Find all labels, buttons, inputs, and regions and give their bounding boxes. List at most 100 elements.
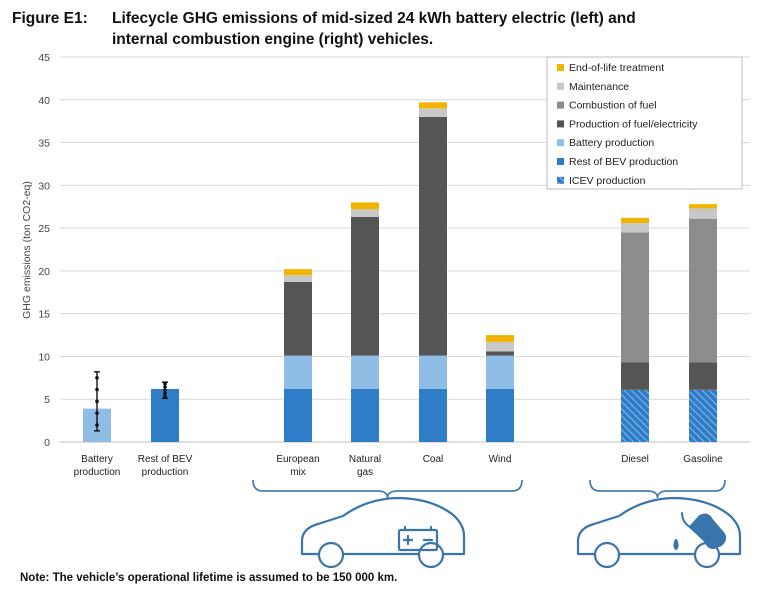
bar-segment-production_fuel bbox=[284, 282, 312, 356]
bar-segment-end_of_life bbox=[351, 202, 379, 210]
category-labels: Battery production Rest of BEV production Eu… bbox=[74, 454, 724, 478]
bar-segment-maintenance bbox=[689, 208, 717, 219]
bar-segment-battery bbox=[486, 355, 514, 389]
bar-segment-battery bbox=[284, 355, 312, 389]
category-label-line: European bbox=[276, 454, 319, 465]
legend-label: End-of-life treatment bbox=[569, 62, 664, 74]
legend-swatch-rest_bev bbox=[557, 158, 564, 165]
legend-label: Production of fuel/electricity bbox=[569, 118, 698, 130]
legend-swatch-battery bbox=[557, 139, 564, 147]
category-label: Natural gas bbox=[349, 454, 381, 478]
group-brace bbox=[252, 479, 523, 499]
category-label: Wind bbox=[489, 454, 512, 465]
y-tick-label: 30 bbox=[38, 180, 50, 192]
bar-segment-rest_bev bbox=[284, 388, 312, 442]
bar-segment-combustion bbox=[689, 218, 717, 363]
title-line-2: internal combustion engine (right) vehic… bbox=[112, 31, 434, 48]
bar-segment-rest_bev bbox=[419, 388, 447, 442]
y-tick-label: 15 bbox=[38, 309, 50, 321]
bar-segment-production_fuel bbox=[689, 362, 717, 390]
bar-segment-combustion bbox=[621, 232, 649, 363]
group-braces bbox=[252, 479, 726, 499]
bar-segment-battery bbox=[351, 355, 379, 389]
category-label: Diesel bbox=[621, 454, 649, 465]
error-point bbox=[95, 423, 99, 427]
y-axis-label: GHG emissions (ton CO2-eq) bbox=[21, 181, 33, 319]
bar-segment-maintenance bbox=[351, 209, 379, 217]
bar-segment-rest_bev bbox=[351, 388, 379, 442]
bars bbox=[83, 102, 717, 442]
bar-segment-icev bbox=[621, 389, 649, 442]
error-point bbox=[95, 387, 99, 392]
legend-label: ICEV production bbox=[569, 175, 646, 187]
y-tick-label: 35 bbox=[38, 138, 50, 150]
y-axis: 0 5 10 15 20 25 30 35 40 45 bbox=[38, 52, 50, 449]
error-point bbox=[163, 388, 167, 393]
legend-swatch-maintenance bbox=[557, 82, 564, 90]
bar-segment-end_of_life bbox=[284, 269, 312, 276]
bar-segment-battery bbox=[419, 355, 447, 389]
bar-segment-production_fuel bbox=[351, 216, 379, 356]
y-tick-label: 10 bbox=[38, 351, 50, 363]
bar-segment-rest_bev bbox=[486, 388, 514, 442]
category-label: Gasoline bbox=[683, 454, 723, 465]
legend-swatch-combustion bbox=[557, 101, 564, 109]
error-point bbox=[95, 399, 99, 404]
bar-segment-end_of_life bbox=[419, 102, 447, 109]
error-point bbox=[163, 391, 167, 396]
bar-segment-maintenance bbox=[284, 275, 312, 283]
category-label-line: gas bbox=[357, 467, 373, 478]
bar-segment-end_of_life bbox=[689, 204, 717, 209]
category-label: Rest of BEV production bbox=[138, 454, 193, 478]
category-label-line: production bbox=[74, 467, 121, 478]
category-label-line: Rest of BEV bbox=[138, 454, 193, 465]
bar-segment-end_of_life bbox=[621, 217, 649, 223]
bar-segment-maintenance bbox=[621, 222, 649, 233]
figure-label: Figure E1: bbox=[12, 10, 88, 27]
title-line-1: Lifecycle GHG emissions of mid-sized 24 … bbox=[112, 10, 636, 27]
y-tick-label: 0 bbox=[44, 437, 50, 449]
bar-segment-production_fuel bbox=[419, 116, 447, 356]
legend-swatch-end_of_life bbox=[557, 64, 564, 71]
legend-label: Combustion of fuel bbox=[569, 100, 657, 112]
legend-label: Maintenance bbox=[569, 81, 629, 93]
error-point bbox=[95, 375, 99, 380]
error-point bbox=[95, 411, 99, 415]
bar-segment-maintenance bbox=[419, 108, 447, 117]
electric-car-icon bbox=[300, 496, 466, 569]
error-point bbox=[163, 385, 167, 389]
category-label: Battery production bbox=[74, 454, 121, 478]
category-label-line: Gasoline bbox=[683, 454, 723, 465]
bar-segment-icev bbox=[689, 389, 717, 442]
figure-note: Note: The vehicle’s operational lifetime… bbox=[20, 572, 398, 584]
error-point bbox=[163, 381, 167, 386]
y-tick-label: 20 bbox=[38, 266, 50, 278]
category-label-line: Battery bbox=[81, 454, 113, 465]
legend-swatch-production_fuel bbox=[557, 120, 564, 128]
error-bars bbox=[94, 371, 168, 432]
figure-title: Figure E1: Lifecycle GHG emissions of mid… bbox=[12, 8, 752, 50]
category-label-line: Coal bbox=[423, 454, 444, 465]
y-tick-label: 5 bbox=[44, 394, 50, 406]
legend: End-of-life treatment Maintenance Combusti… bbox=[546, 56, 743, 190]
bar-segment-end_of_life bbox=[486, 335, 514, 342]
error-point bbox=[163, 394, 167, 399]
bar-segment-production_fuel bbox=[486, 351, 514, 356]
group-brace bbox=[589, 479, 726, 499]
category-label-line: Natural bbox=[349, 454, 381, 465]
legend-label: Battery production bbox=[569, 137, 654, 149]
y-tick-label: 25 bbox=[38, 223, 50, 235]
category-label-line: Diesel bbox=[621, 454, 649, 465]
category-label-line: Wind bbox=[489, 454, 512, 465]
category-label: European mix bbox=[276, 454, 319, 478]
legend-box bbox=[546, 56, 743, 190]
bar-segment-maintenance bbox=[486, 341, 514, 352]
category-label-line: production bbox=[142, 467, 189, 478]
bar-segment-production_fuel bbox=[621, 362, 649, 390]
legend-label: Rest of BEV production bbox=[569, 156, 678, 168]
y-tick-label: 45 bbox=[38, 52, 50, 64]
category-label: Coal bbox=[423, 454, 444, 465]
legend-swatch-icev bbox=[557, 176, 564, 184]
y-tick-label: 40 bbox=[38, 95, 50, 107]
